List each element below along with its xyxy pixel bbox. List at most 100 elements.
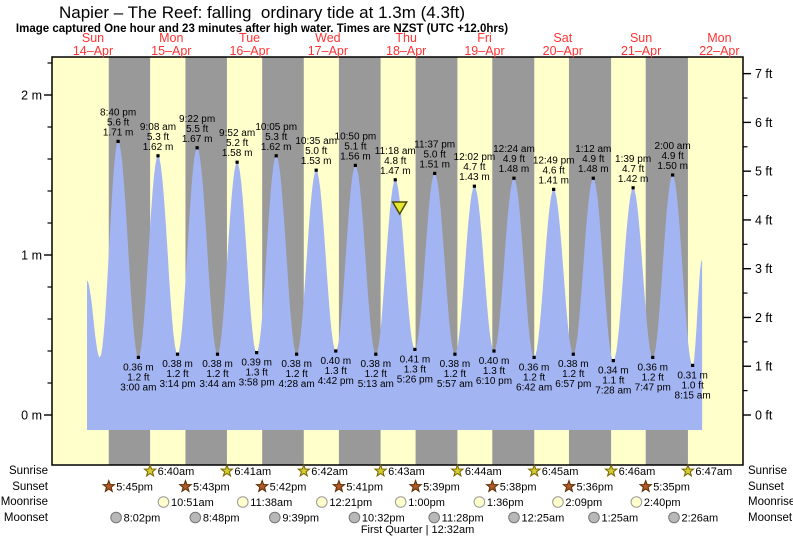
low-tide-time-label: 7:47 pm bbox=[635, 382, 671, 393]
low-tide-m-label: 0.41 m bbox=[400, 354, 431, 365]
sunset-icon bbox=[331, 479, 346, 493]
tide-curve-area bbox=[87, 141, 703, 430]
low-tide-dot bbox=[334, 349, 338, 353]
moonset-time-label: 11:28pm bbox=[442, 513, 484, 525]
high-tide-time-label: 9:52 am bbox=[219, 128, 255, 139]
moonrise-time-label: 1:36pm bbox=[487, 497, 524, 509]
low-tide-ft-label: 1.2 ft bbox=[444, 369, 466, 380]
sunset-icon bbox=[408, 479, 423, 493]
high-tide-time-label: 10:05 pm bbox=[255, 122, 297, 133]
moonrise-icon bbox=[630, 496, 643, 508]
high-tide-ft-label: 4.9 ft bbox=[661, 151, 683, 162]
moonset-time-label: 1:25am bbox=[601, 513, 638, 525]
chart-title: Napier – The Reef: falling ordinary tide… bbox=[59, 3, 465, 22]
low-tide-dot bbox=[413, 347, 417, 351]
high-tide-dot bbox=[353, 163, 357, 167]
moonrise-time-label: 2:09pm bbox=[565, 497, 602, 509]
low-tide-m-label: 0.38 m bbox=[202, 359, 233, 370]
high-tide-time-label: 11:18 am bbox=[375, 146, 416, 157]
high-tide-m-label: 1.58 m bbox=[222, 148, 253, 159]
sunset-icon bbox=[638, 479, 653, 493]
day-date-label: 16–Apr bbox=[229, 44, 269, 58]
low-tide-m-label: 0.36 m bbox=[123, 362, 154, 373]
sunset-icon bbox=[255, 479, 270, 493]
high-tide-ft-label: 5.0 ft bbox=[305, 146, 327, 157]
sunset-row-label-left: Sunset bbox=[12, 480, 48, 493]
high-tide-ft-label: 5.2 ft bbox=[226, 138, 248, 149]
high-tide-m-label: 1.53 m bbox=[301, 156, 332, 167]
sunrise-icon bbox=[219, 463, 234, 478]
low-tide-ft-label: 1.1 ft bbox=[602, 376, 624, 387]
day-weekday-label: Sat bbox=[553, 31, 572, 45]
low-tide-m-label: 0.36 m bbox=[637, 362, 668, 373]
low-tide-time-label: 3:00 am bbox=[120, 382, 156, 393]
low-tide-dot bbox=[691, 363, 695, 367]
sunset-time-label: 5:41pm bbox=[346, 482, 383, 494]
low-tide-m-label: 0.38 m bbox=[558, 359, 589, 370]
moonrise-time-label: 2:40pm bbox=[644, 497, 681, 509]
high-tide-dot bbox=[512, 176, 516, 180]
day-date-label: 22–Apr bbox=[699, 44, 739, 58]
moonset-icon bbox=[668, 511, 680, 524]
low-tide-ft-label: 1.0 ft bbox=[681, 380, 703, 391]
low-tide-time-label: 3:44 am bbox=[199, 379, 235, 390]
high-tide-time-label: 9:08 am bbox=[140, 122, 176, 133]
low-tide-ft-label: 1.2 ft bbox=[206, 369, 228, 380]
day-date-label: 17–Apr bbox=[308, 44, 348, 58]
high-tide-m-label: 1.47 m bbox=[380, 166, 411, 177]
high-tide-m-label: 1.71 m bbox=[103, 127, 134, 138]
sunrise-row-label-right: Sunrise bbox=[748, 465, 787, 477]
day-date-label: 20–Apr bbox=[543, 44, 583, 58]
day-weekday-label: Tue bbox=[239, 31, 260, 45]
high-tide-ft-label: 4.6 ft bbox=[543, 165, 565, 176]
high-tide-dot bbox=[235, 160, 239, 164]
high-tide-dot bbox=[552, 187, 556, 191]
low-tide-time-label: 6:10 pm bbox=[476, 376, 512, 387]
day-weekday-label: Sun bbox=[630, 31, 652, 45]
low-tide-m-label: 0.40 m bbox=[479, 356, 510, 367]
moonrise-icon bbox=[157, 496, 170, 508]
sunset-time-label: 5:38pm bbox=[500, 482, 537, 494]
low-tide-ft-label: 1.2 ft bbox=[166, 369, 188, 380]
low-tide-dot bbox=[136, 355, 140, 359]
high-tide-dot bbox=[671, 173, 675, 177]
low-tide-dot bbox=[571, 352, 575, 356]
high-tide-time-label: 1:12 am bbox=[575, 144, 611, 155]
high-tide-time-label: 10:35 am bbox=[295, 136, 337, 147]
moonset-time-label: 10:32pm bbox=[362, 513, 405, 525]
left-axis-label: 1 m bbox=[21, 249, 42, 263]
low-tide-time-label: 3:58 pm bbox=[239, 378, 275, 389]
low-tide-m-label: 0.31 m bbox=[677, 370, 708, 381]
low-tide-dot bbox=[255, 351, 259, 355]
high-tide-ft-label: 5.1 ft bbox=[344, 141, 366, 152]
moonset-time-label: 8:48pm bbox=[203, 513, 240, 525]
low-tide-dot bbox=[175, 352, 180, 356]
low-tide-time-label: 5:57 am bbox=[437, 379, 473, 390]
low-tide-m-label: 0.38 m bbox=[162, 359, 193, 370]
sunrise-time-label: 6:44am bbox=[465, 466, 502, 478]
high-tide-dot bbox=[472, 184, 476, 188]
sunset-icon bbox=[101, 479, 116, 493]
low-tide-m-label: 0.40 m bbox=[320, 356, 351, 367]
high-tide-m-label: 1.48 m bbox=[578, 164, 609, 175]
moonrise-icon bbox=[552, 496, 564, 508]
right-axis-label: 4 ft bbox=[755, 213, 773, 227]
high-tide-dot bbox=[393, 178, 397, 182]
low-tide-ft-label: 1.2 ft bbox=[642, 372, 664, 383]
low-tide-m-label: 0.36 m bbox=[519, 362, 550, 373]
sunset-time-label: 5:36pm bbox=[576, 482, 613, 494]
moonrise-time-label: 12:21pm bbox=[329, 497, 372, 509]
sunrise-icon bbox=[527, 463, 542, 478]
moonset-row-label-left: Moonset bbox=[3, 511, 48, 524]
low-tide-time-label: 6:42 am bbox=[516, 382, 552, 393]
low-tide-time-label: 3:14 pm bbox=[159, 379, 195, 390]
high-tide-time-label: 1:39 pm bbox=[615, 154, 651, 165]
day-weekday-label: Fri bbox=[477, 31, 492, 45]
high-tide-ft-label: 4.9 ft bbox=[582, 154, 604, 165]
sunset-row-label-right: Sunset bbox=[748, 480, 784, 493]
low-tide-time-label: 4:42 pm bbox=[318, 376, 354, 387]
day-date-label: 21–Apr bbox=[621, 44, 661, 58]
moonrise-row-label-right: Moonrise bbox=[748, 496, 793, 508]
sunset-time-label: 5:39pm bbox=[423, 482, 460, 494]
